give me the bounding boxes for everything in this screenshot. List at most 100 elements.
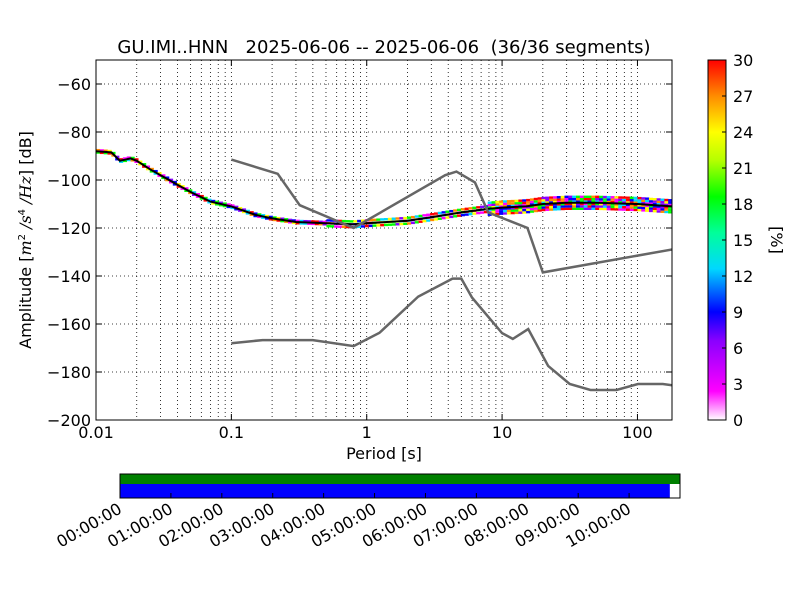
psd-cell — [495, 208, 500, 211]
psd-cell — [648, 197, 654, 201]
psd-cell — [645, 204, 650, 208]
psd-cell — [633, 203, 638, 207]
psd-cell — [234, 208, 239, 211]
psd-cell — [414, 221, 419, 224]
psd-cell — [522, 199, 527, 202]
psd-cell — [506, 212, 512, 215]
x-tick-label: 0.1 — [219, 423, 244, 442]
psd-cell — [422, 214, 427, 217]
psd-cell — [314, 220, 320, 223]
psd-cell — [126, 158, 131, 162]
psd-cell — [614, 208, 619, 211]
psd-cell — [456, 214, 462, 217]
psd-cell — [552, 200, 558, 204]
x-tick-label: 10 — [492, 423, 512, 442]
psd-cell — [545, 198, 550, 202]
psd-cell — [648, 200, 654, 203]
psd-cell — [261, 216, 266, 219]
psd-cell — [529, 203, 535, 206]
psd-cell — [579, 200, 584, 203]
psd-cell — [614, 205, 619, 209]
psd-cell — [199, 194, 204, 198]
psd-cell — [468, 212, 473, 216]
psd-cell — [122, 157, 128, 160]
psd-cell — [430, 218, 435, 222]
psd-cell — [276, 219, 281, 222]
psd-cell — [645, 207, 650, 210]
psd-cell — [529, 198, 535, 201]
psd-cell — [464, 207, 469, 211]
psd-cell — [503, 205, 508, 208]
psd-cell — [599, 195, 604, 199]
psd-cell — [134, 158, 139, 161]
psd-cell — [564, 195, 569, 199]
psd-cell — [591, 198, 596, 201]
psd-cell — [360, 219, 366, 222]
psd-cell — [149, 167, 154, 171]
psd-cell — [606, 205, 611, 208]
psd-cell — [572, 198, 577, 201]
psd-cell — [622, 196, 627, 199]
psd-cell — [664, 210, 669, 214]
psd-cell — [545, 196, 550, 199]
psd-cell — [245, 212, 250, 215]
psd-cell — [330, 225, 335, 228]
psd-cell — [499, 205, 504, 208]
psd-cell — [522, 211, 527, 214]
psd-cell — [353, 220, 358, 223]
psd-cell — [99, 149, 104, 152]
psd-cell — [579, 198, 584, 201]
psd-cell — [518, 206, 523, 210]
psd-cell — [541, 201, 546, 204]
psd-cell — [368, 218, 373, 222]
psd-cell — [503, 209, 508, 213]
psd-cell — [568, 195, 573, 198]
x-axis-ticks: 0.01 0.1 1 10 100 — [78, 60, 653, 442]
psd-cell — [583, 198, 588, 201]
psd-cell — [499, 212, 504, 215]
psd-cell — [572, 207, 577, 210]
psd-cell — [541, 203, 546, 207]
psd-cell — [602, 195, 608, 199]
psd-cell — [418, 220, 423, 223]
psd-cell — [480, 211, 485, 214]
psd-cell — [587, 198, 592, 201]
psd-cell — [487, 206, 492, 209]
psd-cell — [560, 195, 565, 199]
psd-cell — [341, 219, 346, 223]
psd-cell — [591, 200, 596, 203]
psd-cell — [599, 202, 604, 206]
colorbar-tick-label: 9 — [733, 303, 743, 322]
psd-cell — [599, 205, 604, 208]
psd-cell — [645, 209, 650, 212]
psd-cell — [599, 207, 604, 211]
psd-cell — [460, 208, 465, 211]
psd-cell — [629, 201, 634, 204]
psd-cell — [610, 203, 615, 206]
plot-frame — [95, 59, 673, 421]
psd-cell — [576, 200, 581, 203]
colorbar-tick-label: 30 — [733, 51, 753, 70]
psd-cell — [449, 215, 454, 219]
psd-cell — [556, 203, 561, 206]
psd-cell — [645, 197, 650, 200]
psd-cell — [564, 207, 569, 211]
psd-histogram — [96, 148, 672, 229]
psd-cell — [645, 199, 650, 203]
psd-cell — [633, 208, 638, 212]
psd-cell — [579, 207, 584, 210]
psd-cell — [545, 208, 550, 211]
psd-cell — [652, 200, 657, 203]
psd-cell — [314, 222, 320, 226]
psd-cell — [572, 200, 577, 203]
psd-cell — [403, 216, 408, 220]
psd-cell — [203, 199, 208, 202]
psd-cell — [576, 198, 581, 201]
psd-cell — [437, 217, 442, 220]
psd-cell — [215, 200, 220, 204]
psd-cell — [610, 205, 615, 209]
psd-cell — [614, 196, 619, 199]
psd-cell — [664, 198, 669, 202]
psd-cell — [195, 193, 200, 196]
colorbar-tick-label: 15 — [733, 231, 753, 250]
